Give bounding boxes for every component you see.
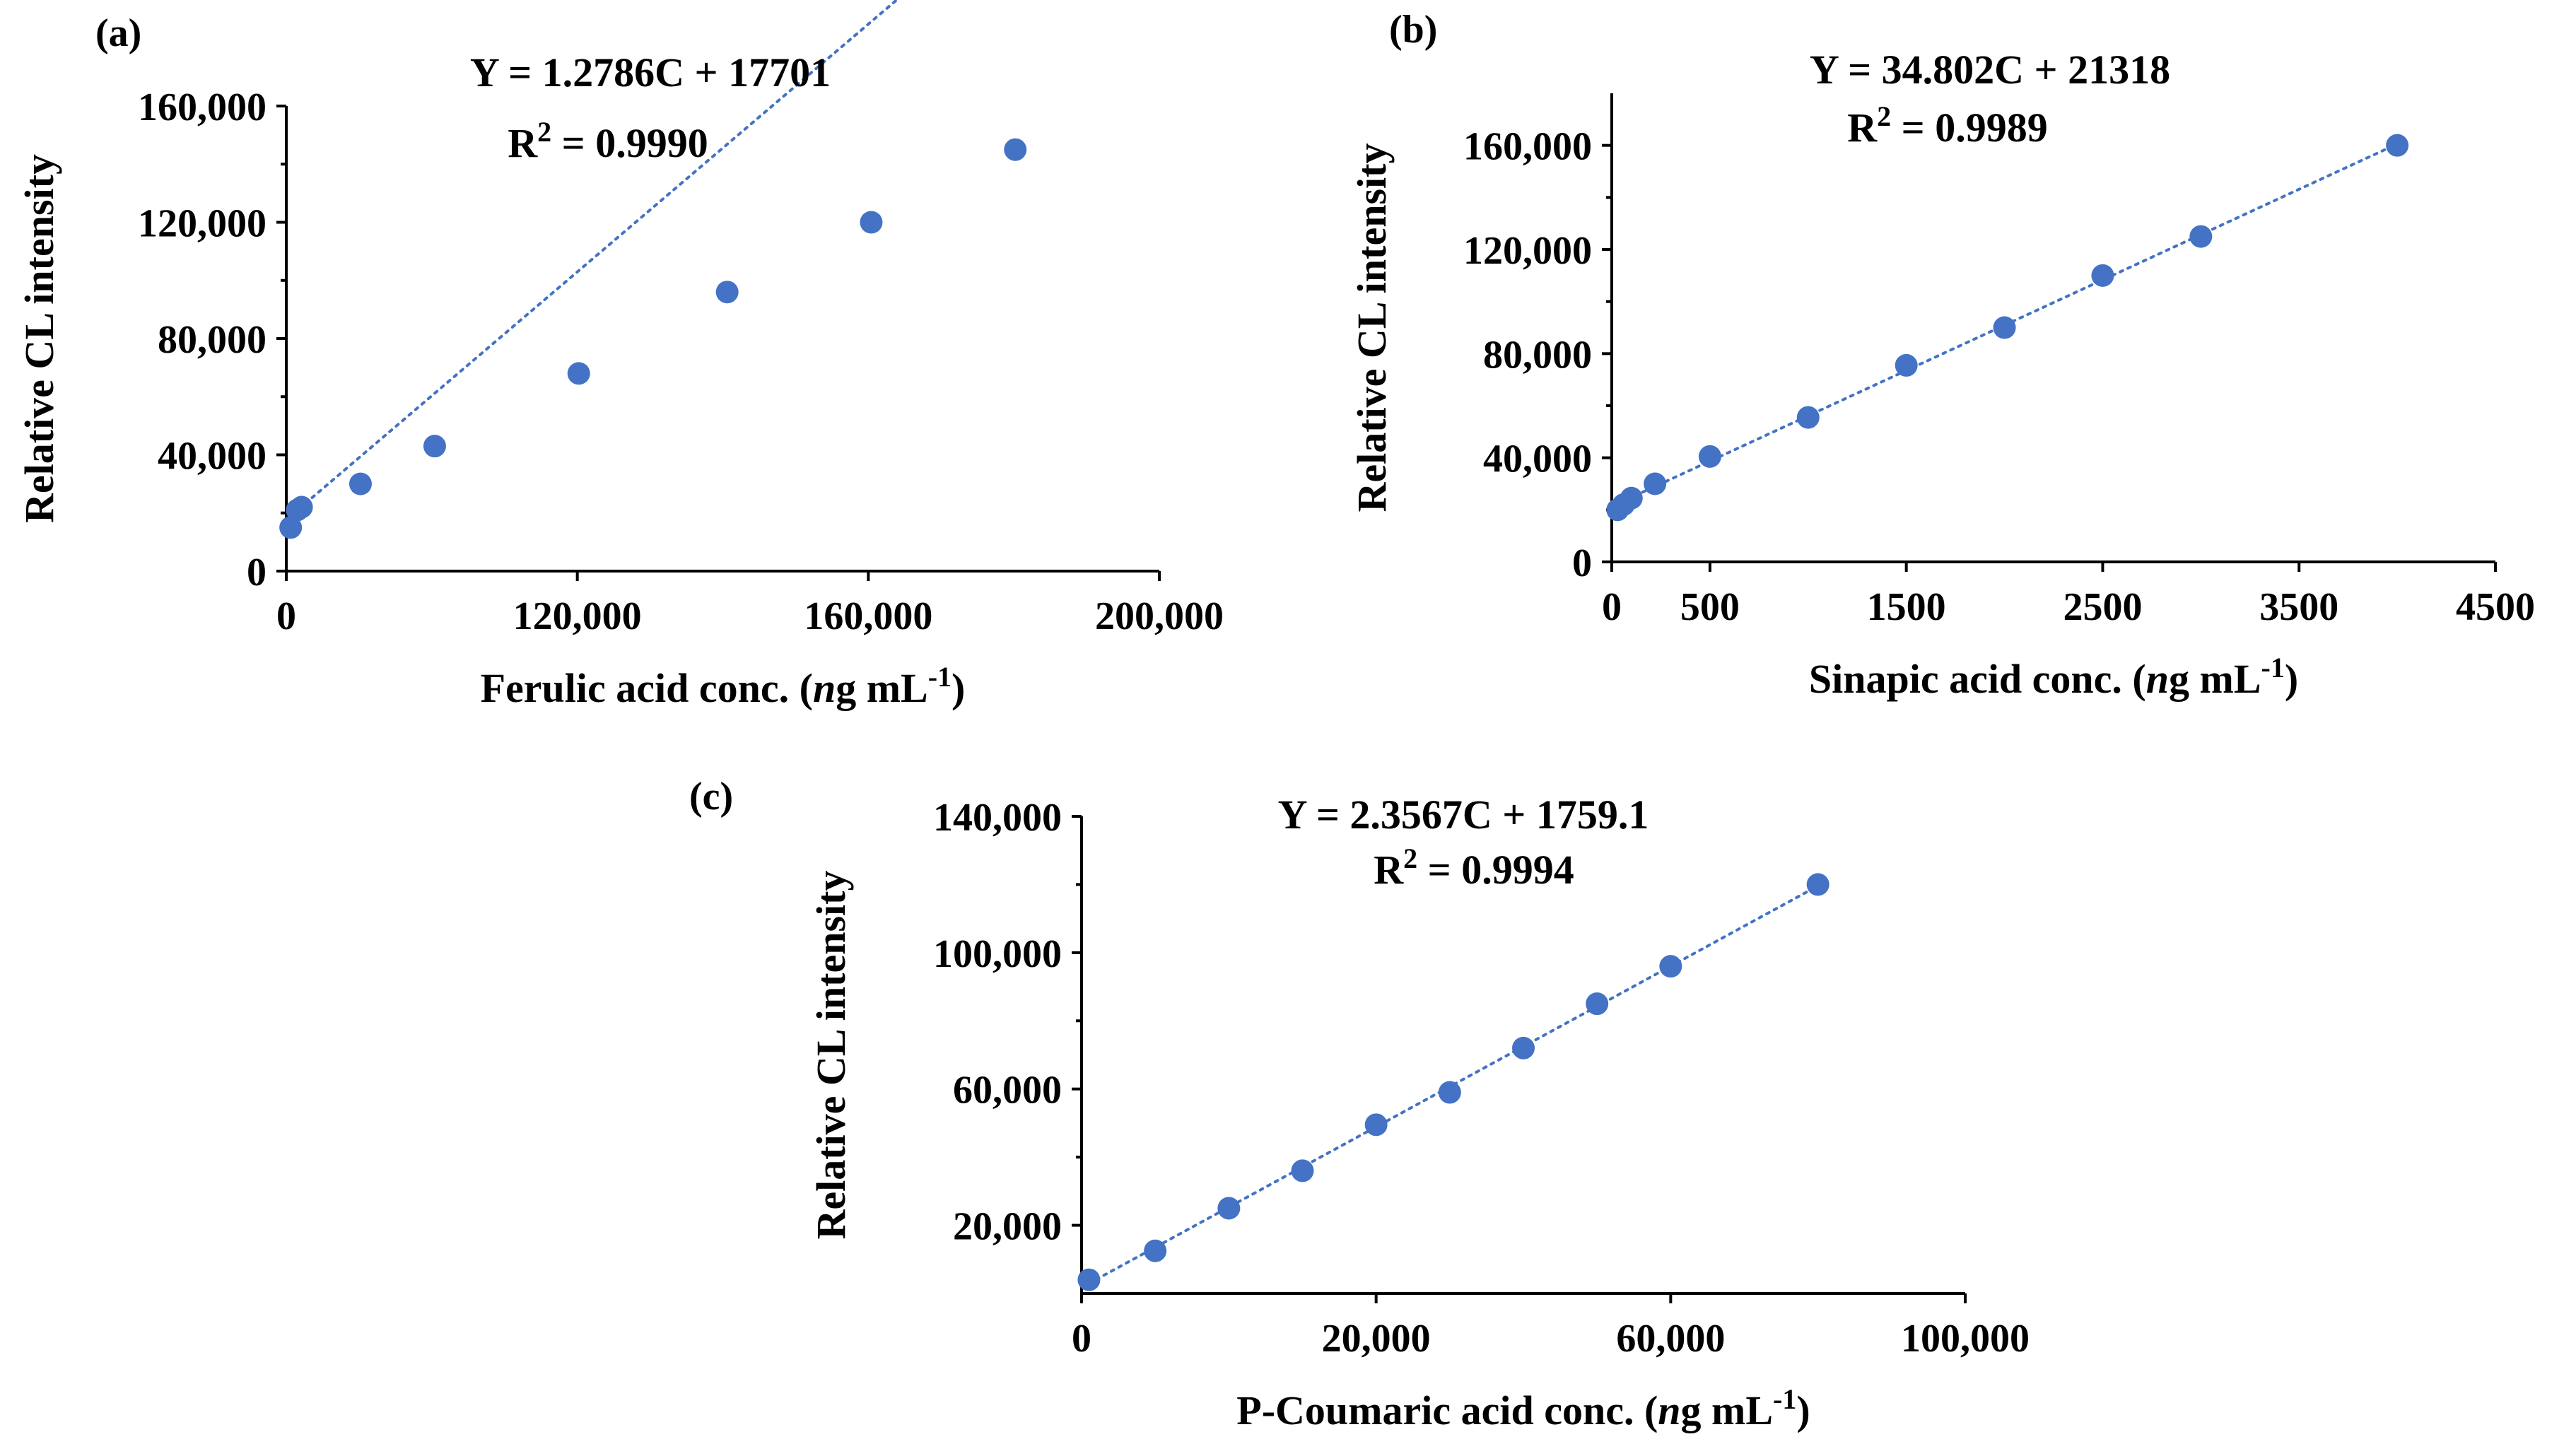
y-tick-label: 160,000: [1463, 125, 1592, 169]
x-tick-label: 0: [276, 594, 296, 638]
y-axis-title: Relative CL intensity: [808, 871, 854, 1240]
x-tick-label: 160,000: [804, 594, 932, 638]
data-point: [1364, 1113, 1388, 1137]
chart-panel-b: 0 40,000 80,000 120,000 160,000 0 500 1500 2500 3…: [1349, 8, 2535, 702]
data-point: [1077, 1268, 1101, 1291]
data-point: [1144, 1239, 1167, 1262]
data-point: [1698, 445, 1721, 468]
y-axis-title: Relative CL intensity: [1349, 143, 1395, 512]
data-point: [715, 281, 739, 304]
data-point: [2189, 225, 2213, 248]
y-tick-label: 60,000: [953, 1069, 1062, 1112]
x-tick-label: 100,000: [1901, 1317, 2030, 1361]
x-tick-label: 4500: [2456, 585, 2535, 629]
data-point: [279, 516, 303, 539]
data-point: [1438, 1081, 1461, 1104]
data-point: [2386, 134, 2409, 157]
x-axis-title: Sinapic acid conc. (ng mL-1): [1809, 652, 2298, 702]
data-point: [1895, 353, 1918, 377]
panel-label: (a): [95, 11, 141, 55]
x-tick-label: 120,000: [513, 594, 642, 638]
y-tick-label: 80,000: [1483, 333, 1592, 377]
data-point: [1993, 316, 2016, 339]
regression-equation: Y = 2.3567C + 1759.1: [1278, 792, 1649, 838]
y-tick-label: 40,000: [158, 435, 267, 479]
trendline: [285, 0, 899, 522]
x-axis-title: Ferulic acid conc. (ng mL-1): [481, 661, 966, 711]
data-point: [1806, 873, 1829, 896]
data-point: [349, 472, 372, 495]
data-point: [1620, 486, 1643, 510]
x-tick-label: 200,000: [1095, 594, 1224, 638]
data-point: [567, 362, 590, 385]
r-squared-label: R2 = 0.9989: [1847, 100, 2047, 151]
panel-label: (b): [1389, 8, 1437, 52]
data-point: [1004, 138, 1027, 161]
x-tick-label: 1500: [1867, 585, 1946, 629]
y-tick-label: 120,000: [1463, 229, 1592, 273]
r-squared-label: R2 = 0.9994: [1374, 843, 1574, 893]
data-point: [1217, 1197, 1241, 1220]
x-tick-label: 0: [1602, 585, 1622, 629]
y-tick-label: 100,000: [933, 932, 1062, 976]
data-point: [1291, 1159, 1314, 1182]
regression-equation: Y = 34.802C + 21318: [1810, 47, 2170, 93]
x-tick-label: 60,000: [1616, 1317, 1725, 1361]
y-tick-label: 0: [1572, 541, 1592, 585]
data-point: [1644, 472, 1667, 495]
x-tick-label: 0: [1072, 1317, 1091, 1361]
data-point: [290, 495, 313, 519]
y-axis-title: Relative CL intensity: [16, 154, 62, 523]
y-tick-label: 20,000: [953, 1205, 1062, 1249]
chart-panel-a: 0 40,000 80,000 120,000 160,000 0 120,000 160,0…: [16, 0, 1224, 711]
y-tick-label: 120,000: [138, 202, 267, 246]
y-tick-label: 0: [247, 551, 267, 594]
x-tick-label: 20,000: [1322, 1317, 1431, 1361]
x-tick-label: 3500: [2259, 585, 2338, 629]
data-point: [860, 211, 883, 234]
data-point: [1512, 1036, 1535, 1059]
y-tick-label: 40,000: [1483, 438, 1592, 481]
y-tick-label: 160,000: [138, 86, 267, 129]
data-point: [1659, 955, 1682, 978]
data-point: [1586, 992, 1609, 1016]
y-tick-label: 140,000: [933, 796, 1062, 840]
data-point: [2091, 264, 2114, 287]
r-squared-label: R2 = 0.9990: [508, 116, 708, 166]
panel-label: (c): [689, 775, 733, 818]
x-tick-label: 2500: [2063, 585, 2142, 629]
y-tick-label: 80,000: [158, 318, 267, 362]
data-point: [1796, 406, 1820, 429]
regression-equation: Y = 1.2786C + 17701: [470, 49, 831, 95]
chart-panel-c: 20,000 60,000 100,000 140,000 0 20,000 60,000 1…: [689, 775, 2030, 1433]
data-point: [423, 435, 446, 458]
x-tick-label: 500: [1680, 585, 1740, 629]
x-axis-title: P-Coumaric acid conc. (ng mL-1): [1236, 1383, 1810, 1433]
